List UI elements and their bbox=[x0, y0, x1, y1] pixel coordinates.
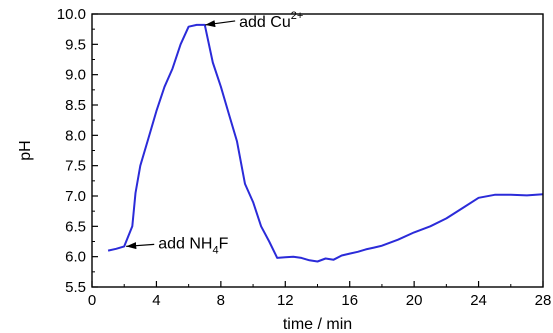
y-axis-title: pH bbox=[17, 140, 34, 160]
y-tick-label: 8.0 bbox=[65, 127, 86, 144]
x-tick-label: 4 bbox=[152, 292, 160, 309]
ph-series-line bbox=[107, 23, 544, 263]
annotation-add-cu-superscript: 2+ bbox=[291, 10, 304, 22]
annotation-add-cu-text: add Cu bbox=[239, 14, 291, 31]
annotation-arrow-cu bbox=[205, 20, 236, 28]
x-tick-label: 8 bbox=[217, 292, 225, 309]
annotation-add-nh4f-subscript: 4 bbox=[212, 244, 218, 256]
y-tick-label: 9.0 bbox=[65, 67, 86, 84]
x-tick-label: 20 bbox=[406, 292, 423, 309]
x-tick-label: 28 bbox=[535, 292, 552, 309]
annotation-add-nh4f-suffix: F bbox=[219, 235, 229, 252]
y-tick-label: 7.5 bbox=[65, 158, 86, 175]
y-tick-label: 9.5 bbox=[65, 36, 86, 53]
tick-labels: 0 4 8 12 16 20 24 28 5.5 6.0 6.5 7.0 7.5 8.0 8.5 9.0 9.5… bbox=[57, 6, 552, 309]
y-tick-label: 10.0 bbox=[57, 6, 86, 23]
y-tick-label: 6.5 bbox=[65, 218, 86, 235]
x-axis-title: time / min bbox=[283, 316, 352, 333]
annotation-add-nh4f-text: add NH bbox=[158, 235, 212, 252]
y-tick-label: 7.0 bbox=[65, 188, 86, 205]
annotation-arrow-nh4f bbox=[126, 242, 155, 250]
y-tick-label: 8.5 bbox=[65, 97, 86, 114]
y-tick-label: 5.5 bbox=[65, 279, 86, 296]
plot-frame bbox=[91, 13, 544, 288]
annotation-add-cu: add Cu2+ bbox=[239, 10, 303, 31]
x-tick-label: 16 bbox=[341, 292, 358, 309]
annotation-add-nh4f: add NH4F bbox=[158, 235, 228, 256]
x-tick-label: 24 bbox=[470, 292, 487, 309]
y-tick-label: 6.0 bbox=[65, 249, 86, 266]
x-tick-label: 0 bbox=[88, 292, 96, 309]
x-tick-label: 12 bbox=[277, 292, 294, 309]
